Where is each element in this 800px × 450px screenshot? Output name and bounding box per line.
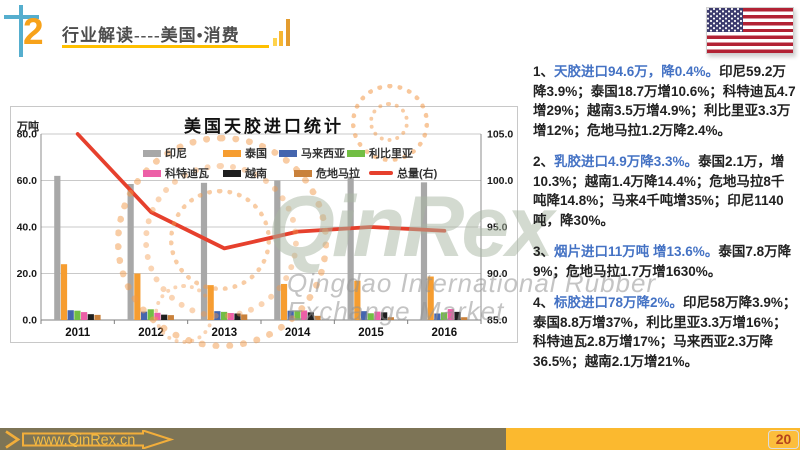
legend-item: 泰国 [223, 145, 267, 161]
svg-text:100.0: 100.0 [487, 175, 513, 187]
legend-color-swatch [143, 149, 161, 157]
note-number: 3、 [533, 244, 555, 259]
slide-title: 行业解读----美国•消费 [62, 26, 240, 45]
y-axis-unit-label: 万吨 [17, 121, 39, 133]
legend-label: 危地马拉 [316, 168, 360, 180]
note-body: 泰国7.8万降9%；危地马拉1.7万增1630%。 [533, 244, 792, 279]
dotted-circle-decoration [143, 163, 299, 319]
arrow-outline-icon [22, 430, 175, 449]
footer-arrow-banner: www.QinRex.cn [5, 430, 175, 449]
legend-color-swatch [294, 169, 312, 177]
decorative-cross-horizontal [4, 15, 39, 19]
legend-label: 泰国 [245, 148, 267, 160]
svg-text:0.0: 0.0 [22, 315, 37, 327]
svg-text:85.0: 85.0 [487, 315, 508, 327]
note-number: 1、 [533, 64, 555, 79]
legend-color-swatch [223, 149, 241, 157]
svg-text:2014: 2014 [285, 327, 311, 339]
legend-item: 科特迪瓦 [143, 165, 209, 181]
chevron-icon [5, 430, 21, 449]
svg-text:80.0: 80.0 [17, 129, 38, 141]
title-underline [62, 45, 269, 48]
legend-color-swatch [347, 149, 365, 157]
legend-label: 科特迪瓦 [165, 168, 209, 180]
svg-text:40.0: 40.0 [17, 222, 38, 234]
page-number-badge: 20 [768, 430, 799, 449]
note-body: 印尼59.2万降3.9%；泰国18.7万增10.6%；科特迪瓦4.7增29%；越… [533, 64, 796, 138]
chart-title: 美国天胶进口统计 [184, 117, 344, 136]
note-lead: 标胶进口78万降2%。 [554, 295, 684, 310]
legend-label: 利比里亚 [369, 148, 413, 160]
dotted-circle-decoration [154, 284, 214, 344]
footer-bar-yellow [506, 428, 800, 450]
watermark-line2: Exchange Market [287, 296, 505, 326]
dotted-circle-decoration [351, 84, 429, 162]
svg-text:60.0: 60.0 [17, 175, 38, 187]
dotted-circle-decoration [169, 189, 271, 291]
note-lead: 烟片进口11万吨 增13.6%。 [554, 244, 719, 259]
legend-line-swatch [369, 171, 393, 175]
united-states-flag [706, 7, 794, 54]
legend-item: 马来西亚 [279, 145, 345, 161]
legend-color-swatch [143, 169, 161, 177]
mini-bar-chart-icon [279, 31, 283, 46]
chart-legend-row-1: 印尼 泰国 马来西亚 利比里亚 [11, 145, 517, 161]
legend-item: 印尼 [143, 145, 187, 161]
mini-bar-chart-icon [273, 38, 277, 46]
svg-text:90.0: 90.0 [487, 268, 508, 280]
note-item-2: 2、乳胶进口4.9万降3.3%。泰国2.1万，增10.3%；越南1.4万降14.… [533, 152, 797, 230]
watermark-brand: QinRex [268, 179, 554, 275]
note-number: 2、 [533, 154, 555, 169]
note-item-3: 3、烟片进口11万吨 增13.6%。泰国7.8万降9%；危地马拉1.7万增163… [533, 242, 797, 281]
legend-item: 利比里亚 [347, 145, 413, 161]
svg-text:2016: 2016 [432, 327, 458, 339]
decorative-cross-vertical [19, 5, 23, 57]
legend-color-swatch [279, 149, 297, 157]
flag-canton-stars [707, 8, 743, 33]
legend-color-swatch [223, 169, 241, 177]
notes-panel: 1、天胶进口94.6万，降0.4%。印尼59.2万降3.9%；泰国18.7万增1… [533, 62, 797, 383]
legend-label: 马来西亚 [301, 148, 345, 160]
chart-legend-row-2: 科特迪瓦 越南 危地马拉 总量(右) [11, 165, 517, 181]
svg-text:2015: 2015 [358, 327, 384, 339]
svg-text:105.0: 105.0 [487, 129, 513, 141]
note-body: 印尼58万降3.9%；泰国8.8万增37%，利比里亚3.3万增16%；科特迪瓦2… [533, 295, 797, 369]
note-lead: 天胶进口94.6万，降0.4%。 [554, 64, 720, 79]
note-item-1: 1、天胶进口94.6万，降0.4%。印尼59.2万降3.9%；泰国18.7万增1… [533, 62, 797, 140]
legend-label: 印尼 [165, 148, 187, 160]
footer-url: www.QinRex.cn [32, 433, 135, 449]
legend-item: 越南 [223, 165, 267, 181]
note-body: 泰国2.1万，增10.3%；越南1.4万降14.4%；危地马拉8千吨降14.8%… [533, 154, 785, 228]
legend-label: 总量(右) [397, 168, 438, 180]
svg-text:20.0: 20.0 [17, 268, 38, 280]
mini-bar-chart-icon [286, 19, 290, 46]
note-item-4: 4、标胶进口78万降2%。印尼58万降3.9%；泰国8.8万增37%，利比里亚3… [533, 293, 797, 371]
svg-text:95.0: 95.0 [487, 222, 508, 234]
note-number: 4、 [533, 295, 555, 310]
legend-label: 越南 [245, 168, 267, 180]
dotted-circle-decoration [115, 135, 329, 349]
dotted-circle-decoration [369, 102, 409, 142]
legend-item: 危地马拉 [294, 165, 360, 181]
svg-text:2012: 2012 [138, 327, 164, 339]
note-lead: 乳胶进口4.9万降3.3%。 [554, 154, 699, 169]
svg-text:2011: 2011 [65, 327, 91, 339]
watermark-line1: Qingdao International Rubber [287, 268, 657, 298]
section-number: 2 [23, 11, 44, 52]
legend-item: 总量(右) [369, 165, 437, 181]
